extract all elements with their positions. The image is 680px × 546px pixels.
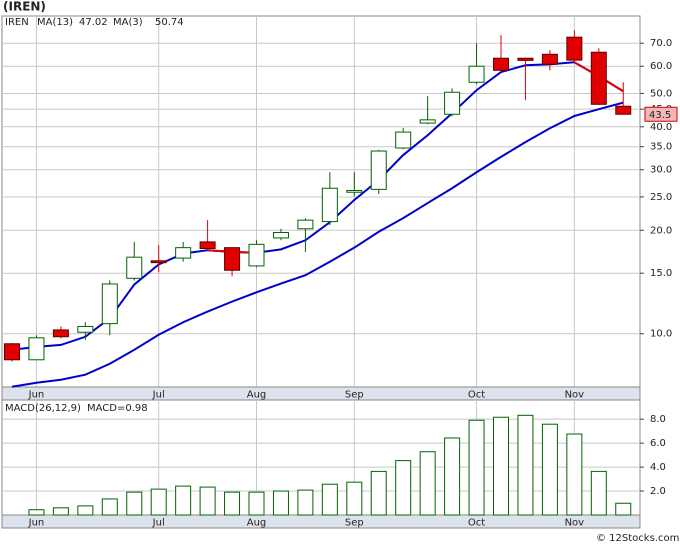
- x-tick-label: Nov: [565, 390, 585, 401]
- bar: [493, 416, 509, 516]
- legend-value: MACD=0.98: [87, 403, 148, 414]
- candle-body: [468, 65, 485, 83]
- candle-body: [150, 260, 167, 264]
- y-tick-label: 60.0: [650, 61, 672, 72]
- last-price-box: [644, 106, 678, 122]
- candle-body: [541, 53, 558, 65]
- bar: [370, 470, 387, 516]
- x-tick-label: Jul: [152, 518, 165, 529]
- bar: [395, 460, 412, 516]
- legend-value: 50.74: [155, 17, 184, 28]
- x-tick-label: Aug: [247, 518, 267, 529]
- bar: [419, 451, 436, 516]
- legend-symbol: IREN: [5, 17, 29, 28]
- bar: [517, 414, 534, 516]
- bar: [566, 433, 583, 516]
- candle-body: [517, 57, 534, 61]
- bar: [444, 437, 461, 516]
- bar: [101, 498, 118, 516]
- candle-body: [566, 36, 583, 61]
- y-tick-label: 30.0: [650, 165, 672, 176]
- bar: [272, 490, 289, 516]
- candle-body: [419, 119, 436, 124]
- x-tick-label: Aug: [247, 390, 267, 401]
- candle-body: [272, 232, 289, 239]
- bar: [224, 491, 241, 516]
- bar: [199, 486, 216, 516]
- bar: [77, 505, 94, 516]
- candle-body: [346, 190, 363, 193]
- candle-body: [590, 51, 607, 105]
- candle-body: [28, 337, 45, 361]
- bar: [346, 481, 363, 516]
- x-tick-label: Sep: [345, 518, 364, 529]
- legend-name: MACD(26,12,9): [5, 403, 81, 414]
- x-tick-label: Jun: [28, 518, 45, 529]
- last-price-label: 43.5: [649, 110, 671, 121]
- y-tick-label: 15.0: [650, 268, 672, 279]
- y-tick-label: 20.0: [650, 225, 672, 236]
- x-tick-label: Oct: [468, 390, 485, 401]
- candle-body: [101, 283, 118, 325]
- candle-body: [493, 57, 509, 71]
- bar: [126, 491, 143, 516]
- credit: © 12Stocks.com: [596, 533, 679, 544]
- panel: [1, 15, 641, 401]
- chart-title: (IREN): [3, 0, 46, 14]
- y-tick-label: 70.0: [650, 38, 672, 49]
- bar: [52, 507, 69, 516]
- x-tick-label: Nov: [565, 518, 585, 529]
- x-tick-label: Jun: [28, 390, 45, 401]
- legend-value: 47.02: [79, 17, 108, 28]
- candle-body: [321, 187, 338, 223]
- candle-body: [297, 219, 314, 230]
- y-tick-label: 40.0: [650, 122, 672, 133]
- bar: [321, 483, 338, 516]
- ma-line: [11, 101, 624, 388]
- y-tick-label: 10.0: [650, 329, 672, 340]
- candle-body: [444, 91, 461, 115]
- x-tick-label: Jul: [152, 390, 165, 401]
- candle-body: [4, 343, 20, 361]
- candle-body: [52, 329, 69, 338]
- bar: [590, 470, 607, 516]
- x-tick-label: Sep: [345, 390, 364, 401]
- y-tick-label: 50.0: [650, 88, 672, 99]
- y-tick-label: 4.0: [650, 462, 666, 473]
- y-tick-label: 6.0: [650, 438, 666, 449]
- y-tick-label: 25.0: [650, 192, 672, 203]
- bar: [468, 419, 485, 516]
- x-tick-label: Oct: [468, 518, 485, 529]
- bar: [248, 491, 265, 516]
- date-strip: [1, 386, 641, 401]
- candle-body: [615, 105, 632, 115]
- y-tick-label: 35.0: [650, 142, 672, 153]
- candle-body: [199, 241, 216, 249]
- y-tick-label: 2.0: [650, 486, 666, 497]
- candle-body: [248, 243, 265, 267]
- bar: [175, 485, 192, 516]
- legend-name: MA(13): [37, 17, 73, 28]
- date-strip: [1, 514, 641, 529]
- legend-name: MA(3): [113, 17, 143, 28]
- candle-body: [77, 325, 94, 333]
- bar: [28, 509, 45, 516]
- candle-body: [370, 150, 387, 190]
- candle-body: [175, 247, 192, 259]
- candle-body: [395, 131, 412, 149]
- candle-body: [126, 256, 143, 279]
- bar: [615, 502, 632, 516]
- y-tick-label: 8.0: [650, 414, 666, 425]
- bar: [297, 489, 314, 516]
- bar: [150, 488, 167, 516]
- candle-body: [224, 247, 241, 271]
- bar: [541, 423, 558, 516]
